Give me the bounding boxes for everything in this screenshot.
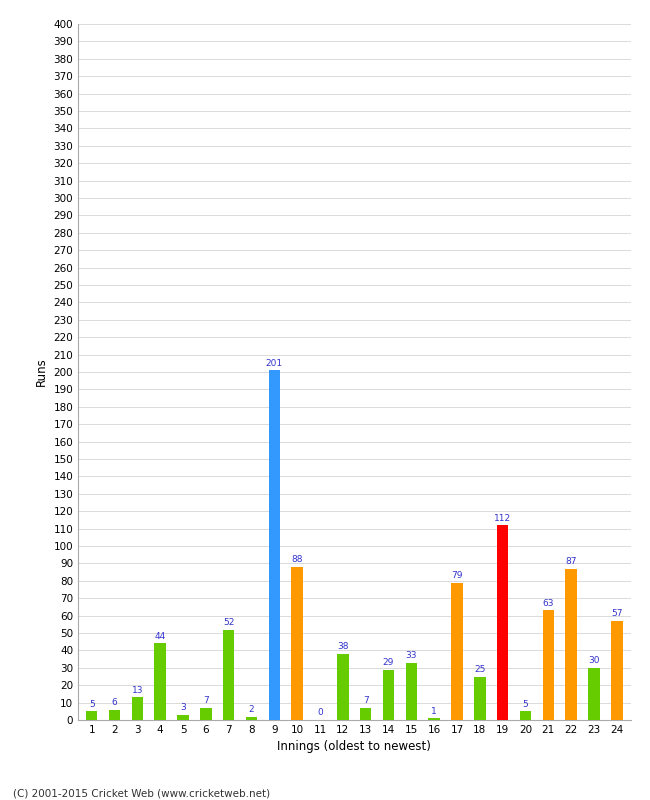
Bar <box>132 698 143 720</box>
Text: 52: 52 <box>223 618 235 627</box>
Bar <box>543 610 554 720</box>
Text: 3: 3 <box>180 703 186 712</box>
Bar <box>383 670 394 720</box>
Text: 1: 1 <box>432 706 437 716</box>
Text: 29: 29 <box>383 658 394 667</box>
X-axis label: Innings (oldest to newest): Innings (oldest to newest) <box>278 741 431 754</box>
Text: 5: 5 <box>523 700 528 709</box>
Text: 87: 87 <box>566 557 577 566</box>
Text: 7: 7 <box>203 696 209 706</box>
Text: 79: 79 <box>451 571 463 580</box>
Bar <box>86 711 97 720</box>
Text: 38: 38 <box>337 642 348 651</box>
Text: 0: 0 <box>317 708 323 718</box>
Text: 7: 7 <box>363 696 369 706</box>
Text: 6: 6 <box>112 698 118 707</box>
Bar <box>155 643 166 720</box>
Text: 5: 5 <box>89 700 94 709</box>
Bar <box>109 710 120 720</box>
Bar <box>588 668 600 720</box>
Bar <box>246 717 257 720</box>
Text: (C) 2001-2015 Cricket Web (www.cricketweb.net): (C) 2001-2015 Cricket Web (www.cricketwe… <box>13 788 270 798</box>
Bar <box>611 621 623 720</box>
Bar <box>337 654 348 720</box>
Text: 88: 88 <box>291 555 303 564</box>
Bar <box>406 662 417 720</box>
Y-axis label: Runs: Runs <box>35 358 48 386</box>
Text: 30: 30 <box>588 656 600 665</box>
Bar <box>566 569 577 720</box>
Bar <box>428 718 440 720</box>
Bar <box>520 711 531 720</box>
Text: 112: 112 <box>494 514 511 522</box>
Text: 2: 2 <box>249 705 254 714</box>
Bar <box>291 567 303 720</box>
Bar <box>360 708 371 720</box>
Text: 13: 13 <box>131 686 143 694</box>
Bar <box>223 630 235 720</box>
Text: 44: 44 <box>155 632 166 641</box>
Bar <box>474 677 486 720</box>
Bar <box>451 582 463 720</box>
Text: 57: 57 <box>611 610 623 618</box>
Text: 25: 25 <box>474 665 486 674</box>
Text: 33: 33 <box>406 651 417 660</box>
Bar <box>200 708 211 720</box>
Text: 63: 63 <box>543 598 554 608</box>
Bar <box>268 370 280 720</box>
Text: 201: 201 <box>266 358 283 368</box>
Bar <box>177 714 188 720</box>
Bar <box>497 525 508 720</box>
